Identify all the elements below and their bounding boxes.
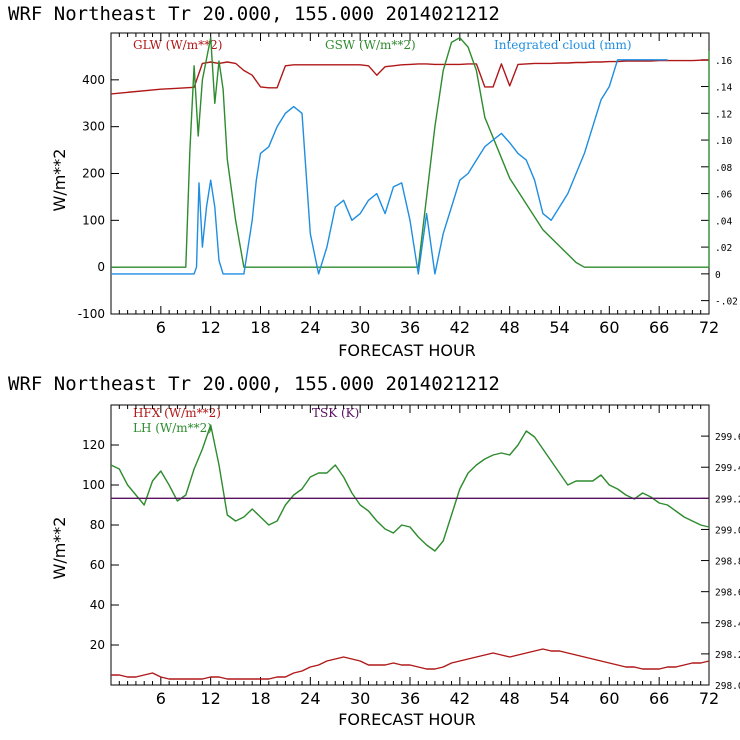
chart1-title: WRF Northeast Tr 20.000, 155.000 2014021…	[8, 3, 500, 25]
y-tick-label: 120	[82, 438, 105, 452]
series-line-lh	[110, 424, 710, 552]
chart1-y-axis-label: W/m**2	[50, 149, 69, 212]
x-tick-label: 6	[156, 318, 166, 337]
chart2-title: WRF Northeast Tr 20.000, 155.000 2014021…	[8, 373, 500, 395]
chart2-x-axis-label: FORECAST HOUR	[338, 710, 476, 729]
x-tick-label: 6	[156, 689, 166, 708]
x-tick-label: 54	[549, 318, 569, 337]
y-tick-label: 200	[82, 167, 105, 181]
y-tick-label: 40	[90, 598, 105, 612]
y-tick-label: 20	[90, 638, 105, 652]
x-tick-label: 24	[300, 318, 320, 337]
chart1-legend-gsw: GSW (W/m**2)	[325, 38, 416, 52]
y2-tick-label: .10	[715, 136, 732, 147]
x-tick-label: 72	[699, 318, 719, 337]
y2-tick-label: 0	[715, 270, 721, 281]
y2-tick-label: .12	[715, 109, 732, 120]
x-tick-label: 18	[250, 689, 270, 708]
y2-tick-label: 299.0	[715, 525, 740, 536]
y2-tick-label: 299.2	[715, 494, 740, 505]
y-tick-label: -100	[78, 307, 105, 321]
y-tick-label: 0	[97, 260, 105, 274]
series-line-cloud	[111, 59, 668, 275]
x-tick-label: 24	[300, 689, 320, 708]
y2-tick-label: 298.8	[715, 557, 740, 568]
y-tick-label: 80	[90, 518, 105, 532]
chart2-ticks: 6 12 18 24 30 36 42 48 54 60 66 72 20 40 60 80 100 120 298…	[82, 405, 740, 708]
x-tick-label: 36	[400, 318, 420, 337]
x-tick-label: 60	[599, 689, 619, 708]
y2-tick-label: -.02	[715, 297, 738, 308]
y-tick-label: 100	[82, 213, 105, 227]
x-tick-label: 18	[250, 318, 270, 337]
y2-tick-label: 299.4	[715, 463, 740, 474]
chart2-plot-frame	[110, 404, 710, 686]
y-tick-label: 400	[82, 73, 105, 87]
x-tick-label: 60	[599, 318, 619, 337]
y2-tick-label: 299.6	[715, 432, 740, 443]
y-tick-label: 60	[90, 558, 105, 572]
y2-tick-label: 298.2	[715, 650, 740, 661]
y2-tick-label: .04	[715, 216, 732, 227]
x-tick-label: 54	[549, 689, 569, 708]
y2-tick-label: .06	[715, 190, 732, 201]
chart2-legend-hfx: HFX (W/m**2)	[133, 406, 221, 420]
x-tick-label: 30	[350, 318, 370, 337]
y2-tick-label: 298.0	[715, 681, 740, 692]
chart1-series	[110, 37, 710, 275]
x-tick-label: 12	[200, 689, 220, 708]
x-tick-label: 48	[499, 318, 519, 337]
chart1-legend-glw: GLW (W/m**2)	[133, 38, 222, 52]
y-tick-label: 100	[82, 478, 105, 492]
x-tick-label: 42	[450, 318, 470, 337]
y2-tick-label: .14	[715, 83, 732, 94]
series-line-gsw	[111, 37, 710, 268]
chart2-series	[110, 424, 710, 680]
series-line-glw	[110, 59, 709, 95]
chart2-y-axis-label: W/m**2	[50, 517, 69, 580]
x-tick-label: 12	[200, 318, 220, 337]
x-tick-label: 66	[649, 689, 669, 708]
chart1-ticks: 6 12 18 24 30 36 42 48 54 60 66 72 -100 0 100 200 300 400…	[78, 33, 738, 337]
y2-tick-label: 298.6	[715, 588, 740, 599]
chart1-x-axis-label: FORECAST HOUR	[338, 341, 476, 360]
y-tick-label: 300	[82, 120, 105, 134]
chart1-legend-cloud: Integrated cloud (mm)	[494, 38, 632, 52]
x-tick-label: 30	[350, 689, 370, 708]
x-tick-label: 66	[649, 318, 669, 337]
x-tick-label: 42	[450, 689, 470, 708]
chart2-legend-tsk: TSK (K)	[312, 406, 359, 420]
y2-tick-label: .02	[715, 243, 732, 254]
series-line-hfx	[111, 648, 710, 680]
chart1-plot-frame	[110, 32, 710, 315]
y2-tick-label: .08	[715, 163, 732, 174]
y2-tick-label: 298.4	[715, 619, 740, 630]
x-tick-label: 48	[499, 689, 519, 708]
y2-tick-label: .16	[715, 56, 732, 67]
x-tick-label: 72	[699, 689, 719, 708]
chart2-legend-lh: LH (W/m**2)	[133, 421, 212, 435]
x-tick-label: 36	[400, 689, 420, 708]
